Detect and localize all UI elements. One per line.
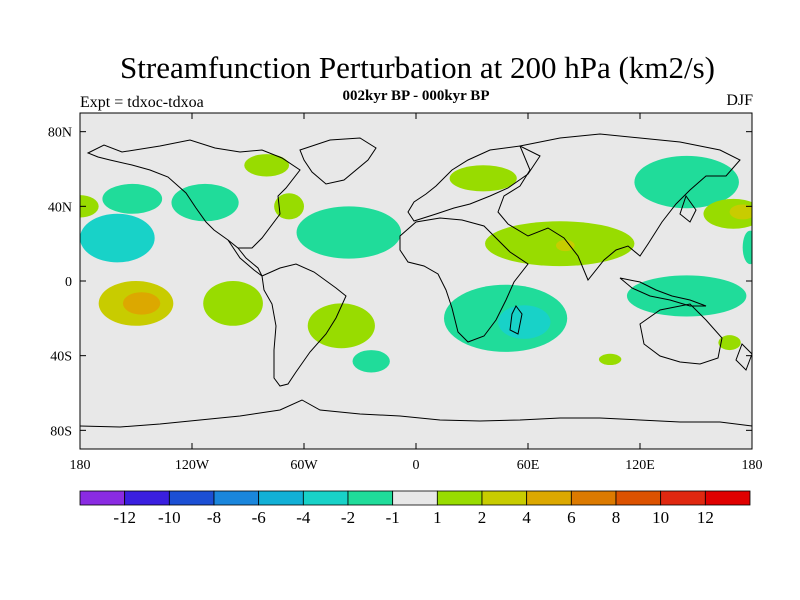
colorbar-label: 2 (478, 508, 487, 527)
y-tick-label: 0 (65, 275, 72, 290)
field-region-w-pacific-cyan (80, 213, 155, 263)
field-region-indian-south-green (598, 353, 622, 365)
field-region-s-atlantic-minus (352, 350, 390, 373)
coast-japan (679, 194, 697, 223)
coast-new-zealand (735, 343, 752, 371)
colorbar-label: -4 (296, 508, 311, 527)
colorbar-label: -1 (386, 508, 400, 527)
colorbar-label: 4 (522, 508, 531, 527)
colorbar-label: -10 (158, 508, 181, 527)
coast-south-america (261, 263, 347, 387)
coast-australia (639, 303, 723, 365)
field-region-india-core (556, 239, 575, 252)
field-region-pacific-east-minus (742, 230, 752, 265)
colorbar-label: -12 (113, 508, 136, 527)
colorbar-label: -2 (341, 508, 355, 527)
field-region-e-us-green (274, 193, 305, 220)
field-region-s-indian-cyan (498, 305, 551, 339)
field-region-s-pacific-east-green (718, 335, 741, 351)
y-tick-label: 40S (50, 350, 72, 365)
colorbar-label: 1 (433, 508, 442, 527)
x-tick-label: 180 (70, 458, 91, 473)
field-region-atlantic-minus (296, 206, 402, 259)
coast-greenland (299, 137, 377, 185)
field-region-europe-green (449, 165, 517, 192)
colorbar-swatch (168, 490, 215, 506)
coast-asia (497, 133, 741, 281)
y-tick-label: 80N (48, 126, 72, 141)
colorbar-label: -6 (252, 508, 266, 527)
field-region-n-pacific-a (80, 195, 99, 218)
x-tick-label: 60E (517, 458, 540, 473)
field-region-w-pacific-minus (626, 275, 747, 317)
colorbar-swatch (392, 490, 438, 506)
colorbar-swatch (660, 490, 706, 506)
y-tick-label: 80S (50, 424, 72, 439)
colorbar-swatch (570, 490, 617, 506)
x-tick-label: 0 (413, 458, 420, 473)
colorbar-label: 12 (697, 508, 714, 527)
colorbar-swatch (302, 490, 349, 506)
colorbar-swatch (124, 490, 170, 506)
colorbar-swatch (79, 490, 126, 506)
field-region-s-america-green (203, 281, 263, 326)
colorbar-label: 10 (652, 508, 669, 527)
season-label: DJF (726, 92, 753, 109)
field-region-pacific-ne-core (729, 204, 752, 220)
field-region-pacific-n-minus (102, 183, 163, 214)
colorbar-swatch (615, 490, 662, 506)
colorbar-swatch (347, 490, 394, 506)
coast-africa (399, 217, 529, 343)
colorbar-swatch (436, 490, 483, 506)
experiment-label: Expt = tdxoc-tdxoa (80, 94, 204, 111)
plot-title: Streamfunction Perturbation at 200 hPa (… (120, 50, 715, 85)
colorbar-label: -8 (207, 508, 221, 527)
x-tick-label: 180 (742, 458, 763, 473)
coast-madagascar (509, 305, 523, 335)
field-region-n-america-green (171, 183, 239, 222)
coast-north-america (86, 139, 301, 249)
x-tick-label: 120E (625, 458, 655, 473)
colorbar-swatch (481, 490, 528, 506)
colorbar-swatch (258, 490, 304, 506)
coast-maritime (619, 277, 707, 307)
colorbar-swatch (704, 490, 751, 506)
field-region-canada-green (244, 154, 290, 177)
field-region-s-atlantic-green (307, 303, 375, 349)
colorbar-label: 8 (612, 508, 621, 527)
coastlines (80, 133, 752, 428)
x-tick-label: 120W (175, 458, 210, 473)
plot-subtitle: 002kyr BP - 000kyr BP (342, 88, 490, 104)
colorbar-label: 6 (567, 508, 576, 527)
x-tick-label: 60W (290, 458, 318, 473)
axis-ticks: 180 120W 60W 0 60E 120E 180 80N 40N 0 40S 80S (48, 113, 763, 473)
colorbar: -12 -10 -8 -6 -4 -2 -1 1 2 4 6 8 10 12 (79, 490, 751, 527)
colorbar-swatch (213, 490, 260, 506)
field-region-s-pacific-core (122, 292, 161, 315)
y-tick-label: 40N (48, 200, 72, 215)
colorbar-swatch (526, 490, 572, 506)
field-region-ne-asia-minus (634, 155, 739, 209)
map-background (80, 113, 752, 449)
coast-antarctica (80, 399, 752, 428)
